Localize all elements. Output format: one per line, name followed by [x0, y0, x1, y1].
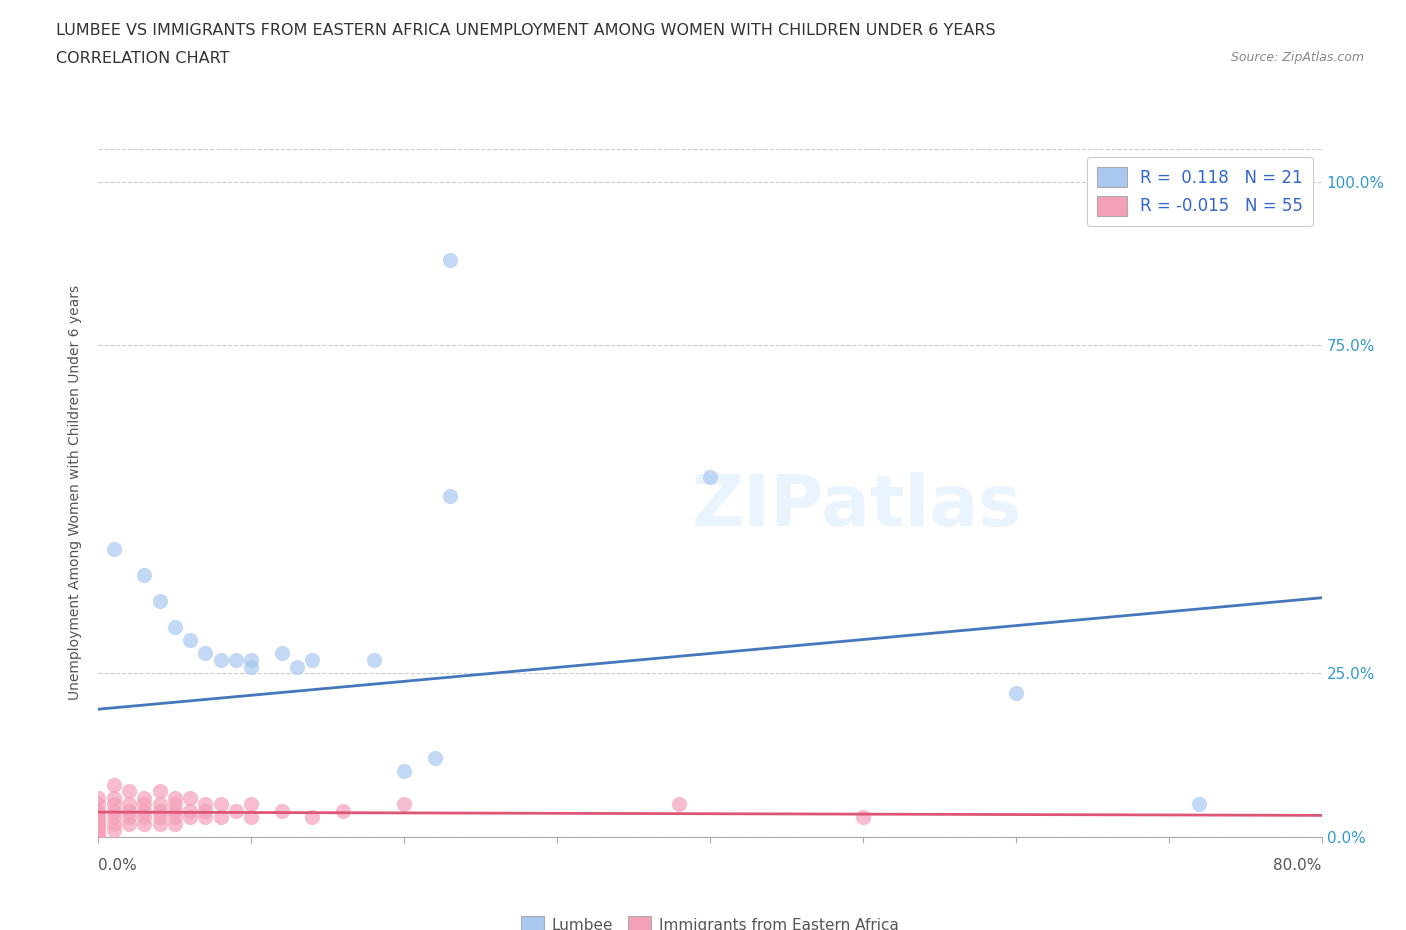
Point [301, 810, 323, 825]
Point [240, 810, 263, 825]
Text: ZIPatlas: ZIPatlas [692, 472, 1022, 541]
Point [179, 790, 201, 805]
Point [194, 804, 217, 818]
Point [668, 797, 690, 812]
Point [103, 804, 125, 818]
Point [209, 810, 232, 825]
Point [134, 790, 156, 805]
Point [134, 817, 156, 831]
Point [149, 817, 172, 831]
Point [332, 804, 354, 818]
Point [163, 797, 186, 812]
Point [103, 810, 125, 825]
Point [209, 797, 232, 812]
Point [225, 804, 247, 818]
Point [149, 784, 172, 799]
Point [699, 469, 721, 484]
Text: 0.0%: 0.0% [98, 857, 138, 872]
Point [439, 489, 461, 504]
Point [270, 646, 292, 661]
Point [423, 751, 446, 765]
Point [87, 817, 110, 831]
Text: Source: ZipAtlas.com: Source: ZipAtlas.com [1230, 51, 1364, 64]
Point [301, 653, 323, 668]
Point [240, 653, 263, 668]
Point [852, 810, 875, 825]
Point [87, 804, 110, 818]
Point [103, 777, 125, 792]
Point [118, 810, 141, 825]
Point [163, 810, 186, 825]
Point [179, 810, 201, 825]
Point [194, 646, 217, 661]
Text: 80.0%: 80.0% [1274, 857, 1322, 872]
Point [87, 819, 110, 834]
Point [179, 804, 201, 818]
Point [194, 810, 217, 825]
Point [118, 804, 141, 818]
Text: CORRELATION CHART: CORRELATION CHART [56, 51, 229, 66]
Point [194, 797, 217, 812]
Point [134, 810, 156, 825]
Point [103, 817, 125, 831]
Point [87, 806, 110, 821]
Point [149, 593, 172, 608]
Point [87, 797, 110, 812]
Point [209, 653, 232, 668]
Point [87, 790, 110, 805]
Point [103, 823, 125, 838]
Text: LUMBEE VS IMMIGRANTS FROM EASTERN AFRICA UNEMPLOYMENT AMONG WOMEN WITH CHILDREN : LUMBEE VS IMMIGRANTS FROM EASTERN AFRICA… [56, 23, 995, 38]
Point [134, 804, 156, 818]
Point [163, 804, 186, 818]
Point [87, 826, 110, 841]
Point [87, 813, 110, 828]
Point [87, 830, 110, 844]
Point [163, 790, 186, 805]
Point [240, 797, 263, 812]
Point [149, 810, 172, 825]
Point [103, 541, 125, 556]
Point [179, 633, 201, 648]
Y-axis label: Unemployment Among Women with Children Under 6 years: Unemployment Among Women with Children U… [69, 286, 83, 700]
Point [149, 804, 172, 818]
Point [392, 797, 416, 812]
Point [163, 619, 186, 634]
Point [118, 797, 141, 812]
Point [149, 797, 172, 812]
Point [1188, 797, 1211, 812]
Point [118, 817, 141, 831]
Point [103, 797, 125, 812]
Point [285, 659, 308, 674]
Point [270, 804, 292, 818]
Point [363, 653, 385, 668]
Point [87, 823, 110, 838]
Point [240, 659, 263, 674]
Point [225, 653, 247, 668]
Point [392, 764, 416, 779]
Point [163, 817, 186, 831]
Point [1004, 685, 1026, 700]
Point [134, 567, 156, 582]
Legend: Lumbee, Immigrants from Eastern Africa: Lumbee, Immigrants from Eastern Africa [515, 910, 905, 930]
Point [134, 797, 156, 812]
Point [103, 790, 125, 805]
Point [87, 810, 110, 825]
Point [118, 784, 141, 799]
Point [439, 253, 461, 268]
